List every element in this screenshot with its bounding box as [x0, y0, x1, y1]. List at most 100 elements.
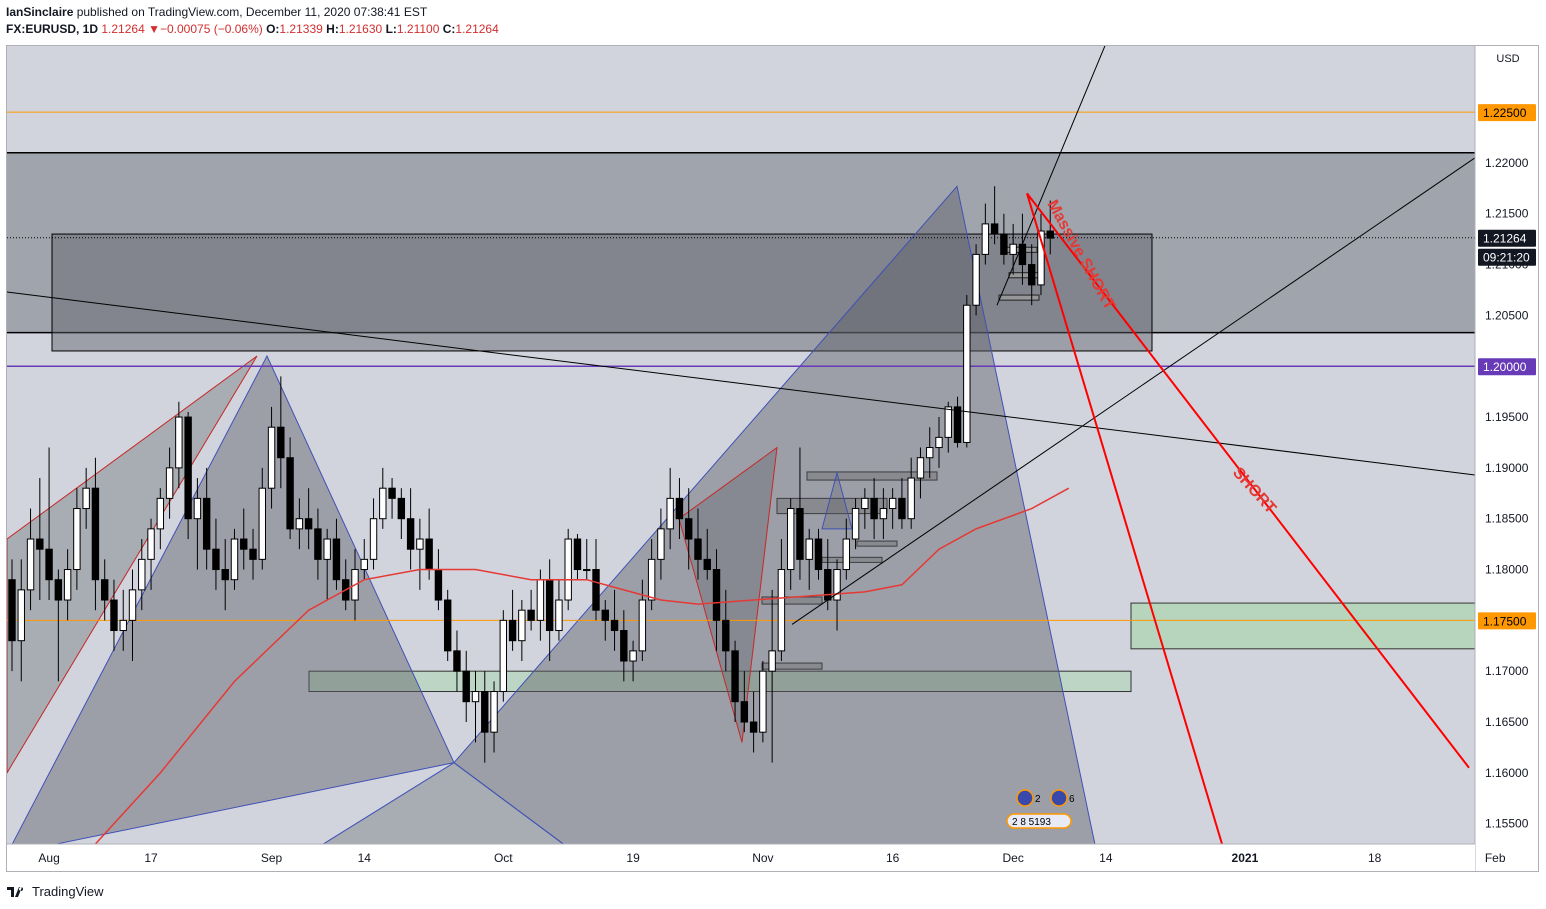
time-axis-bg: [7, 844, 1475, 871]
candle-body: [240, 538, 248, 550]
candle-body: [666, 497, 674, 530]
candle-body: [212, 548, 220, 571]
candle-body: [63, 569, 72, 601]
candle-body: [369, 518, 378, 560]
candle-body: [17, 589, 25, 642]
small-zone: [856, 540, 898, 547]
candle-body: [462, 670, 470, 703]
price-tick-label: 1.16500: [1485, 715, 1529, 729]
candles: [8, 186, 1054, 763]
author-name[interactable]: IanSinclaire: [6, 5, 74, 19]
candle-body: [406, 518, 415, 550]
candle-body: [944, 406, 952, 438]
time-axis[interactable]: Aug 17 Sep 14 Oct 19 Nov 16 Dec 14 2021 18 Feb: [7, 843, 1506, 871]
event-badge-icon: [1016, 789, 1034, 807]
candle-body: [657, 528, 665, 560]
time-tick-label: Dec: [1002, 851, 1023, 865]
candle-body: [805, 538, 813, 560]
candle-body: [202, 497, 211, 550]
candle-body: [184, 416, 192, 520]
time-tick-label: Oct: [494, 851, 513, 865]
price-tick-label: 1.22000: [1485, 156, 1529, 170]
ascending-trendline: [791, 157, 1476, 625]
brand-name[interactable]: TradingView: [32, 883, 104, 899]
candle-body: [990, 223, 999, 235]
time-tick-label: 16: [886, 851, 900, 865]
zones: [7, 151, 1476, 693]
candle-body: [128, 589, 137, 621]
candle-body: [230, 538, 239, 581]
time-tick-label: 18: [1368, 851, 1382, 865]
candle-body: [685, 518, 693, 540]
candle-body: [833, 569, 841, 601]
descending-trendline: [7, 291, 1476, 476]
footer: TradingView: [6, 880, 104, 902]
candle-body: [295, 518, 304, 530]
candle-body: [814, 538, 823, 571]
candle-body: [861, 497, 869, 510]
candle-body: [963, 304, 971, 443]
event-badge-count: 2: [1035, 794, 1041, 805]
price-tick-label: 1.18000: [1485, 563, 1529, 577]
candle-body: [842, 538, 850, 571]
green-zone-right: [1130, 602, 1476, 650]
price-axis[interactable]: USD1.220001.215001.210001.205001.200001.…: [1474, 46, 1538, 871]
open-label: O:: [266, 22, 280, 36]
candle-body: [481, 691, 489, 733]
candle-body: [1037, 230, 1045, 286]
candle-body: [712, 569, 721, 621]
candle-body: [1046, 230, 1054, 239]
candle-body: [332, 538, 341, 581]
candle-body: [518, 609, 526, 642]
price-tick-label: 1.21500: [1485, 207, 1529, 221]
time-tick-label: Feb: [1485, 851, 1506, 865]
event-badges[interactable]: 2 6 2 8 5193: [1006, 789, 1075, 829]
candle-body: [592, 569, 600, 611]
candle-body: [749, 721, 758, 733]
symbol-label[interactable]: FX:EURUSD, 1D: [6, 22, 99, 36]
candle-body: [916, 457, 925, 479]
candle-body: [851, 508, 860, 540]
green-zone-mid: [308, 670, 1132, 693]
time-tick-label: 14: [1099, 851, 1113, 865]
low-label: L:: [385, 22, 397, 36]
candle-body: [286, 457, 294, 530]
candle-body: [898, 497, 906, 520]
candle-body: [935, 436, 943, 449]
candle-body: [610, 619, 619, 632]
candle-body: [425, 538, 433, 571]
time-tick-label: 14: [358, 851, 372, 865]
short-line: [1026, 192, 1470, 769]
price-tick-label: 1.20500: [1485, 308, 1529, 322]
candle-body: [953, 406, 962, 443]
candle-body: [490, 691, 498, 733]
candle-body: [156, 497, 165, 530]
small-zone: [761, 662, 823, 670]
candle-body: [91, 487, 100, 581]
close-value: 1.21264: [455, 22, 499, 36]
candle-body: [786, 508, 795, 571]
price-tick-label: 1.15500: [1485, 817, 1529, 831]
candle-body: [527, 609, 535, 621]
high-value: 1.21630: [338, 22, 383, 36]
moving-average-line: [69, 487, 1070, 871]
candle-body: [175, 416, 183, 469]
pattern-left: [7, 354, 455, 855]
candle-body: [147, 528, 155, 560]
candle-body: [360, 558, 368, 571]
tradingview-logo-icon[interactable]: [6, 884, 28, 898]
candle-body: [647, 558, 656, 601]
massive-short-line: [1026, 193, 1223, 845]
candle-body: [73, 508, 81, 571]
candle-body: [926, 447, 934, 459]
candle-body: [694, 538, 702, 560]
candle-body: [8, 579, 16, 642]
candle-body: [258, 487, 266, 560]
event-badge-row: [1006, 813, 1072, 829]
candle-body: [583, 569, 591, 572]
open-value: 1.21339: [279, 22, 323, 36]
candle-body: [722, 619, 730, 652]
candle-body: [434, 569, 443, 601]
